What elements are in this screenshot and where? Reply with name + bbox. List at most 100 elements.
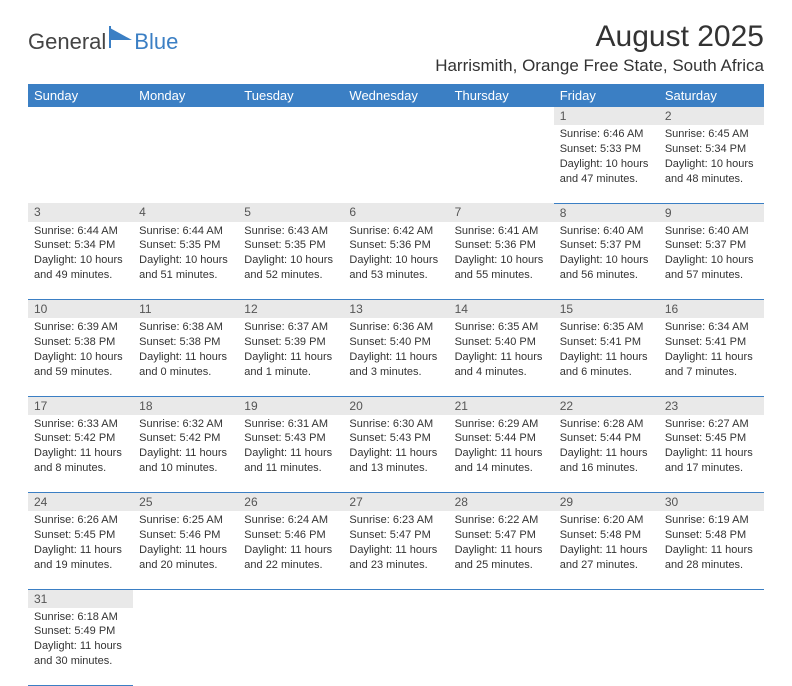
day-cell: Sunrise: 6:23 AMSunset: 5:47 PMDaylight:… — [343, 511, 448, 589]
day-number-cell: 2 — [659, 107, 764, 125]
day-number-cell: 30 — [659, 493, 764, 512]
sunset-text: Sunset: 5:36 PM — [455, 238, 548, 253]
sunset-text: Sunset: 5:46 PM — [139, 528, 232, 543]
day-cell: Sunrise: 6:36 AMSunset: 5:40 PMDaylight:… — [343, 318, 448, 396]
sunset-text: Sunset: 5:42 PM — [139, 431, 232, 446]
day-number-cell: 19 — [238, 396, 343, 415]
day-cell: Sunrise: 6:41 AMSunset: 5:36 PMDaylight:… — [449, 222, 554, 300]
day-cell: Sunrise: 6:33 AMSunset: 5:42 PMDaylight:… — [28, 415, 133, 493]
day-cell — [659, 608, 764, 686]
sunset-text: Sunset: 5:47 PM — [349, 528, 442, 543]
sunset-text: Sunset: 5:43 PM — [349, 431, 442, 446]
day-number-cell: 22 — [554, 396, 659, 415]
daylight-text: Daylight: 11 hours and 19 minutes. — [34, 543, 127, 573]
sunset-text: Sunset: 5:37 PM — [560, 238, 653, 253]
day-header: Tuesday — [238, 84, 343, 107]
sunrise-text: Sunrise: 6:37 AM — [244, 320, 337, 335]
day-number-cell: 31 — [28, 589, 133, 608]
day-content-row: Sunrise: 6:18 AMSunset: 5:49 PMDaylight:… — [28, 608, 764, 686]
sunset-text: Sunset: 5:48 PM — [560, 528, 653, 543]
day-number-cell: 7 — [449, 203, 554, 222]
day-number-cell — [238, 589, 343, 608]
day-cell-body: Sunrise: 6:33 AMSunset: 5:42 PMDaylight:… — [28, 415, 133, 480]
sunrise-text: Sunrise: 6:39 AM — [34, 320, 127, 335]
sunrise-text: Sunrise: 6:35 AM — [455, 320, 548, 335]
day-number-cell: 16 — [659, 300, 764, 319]
daylight-text: Daylight: 11 hours and 17 minutes. — [665, 446, 758, 476]
day-cell-body: Sunrise: 6:30 AMSunset: 5:43 PMDaylight:… — [343, 415, 448, 480]
day-cell: Sunrise: 6:38 AMSunset: 5:38 PMDaylight:… — [133, 318, 238, 396]
sunset-text: Sunset: 5:36 PM — [349, 238, 442, 253]
day-cell-body: Sunrise: 6:23 AMSunset: 5:47 PMDaylight:… — [343, 511, 448, 576]
day-number-cell: 12 — [238, 300, 343, 319]
sunrise-text: Sunrise: 6:20 AM — [560, 513, 653, 528]
day-number-cell — [28, 107, 133, 125]
day-cell-body: Sunrise: 6:34 AMSunset: 5:41 PMDaylight:… — [659, 318, 764, 383]
sunrise-text: Sunrise: 6:24 AM — [244, 513, 337, 528]
sunset-text: Sunset: 5:40 PM — [349, 335, 442, 350]
day-cell: Sunrise: 6:34 AMSunset: 5:41 PMDaylight:… — [659, 318, 764, 396]
day-cell — [554, 608, 659, 686]
sunset-text: Sunset: 5:33 PM — [560, 142, 653, 157]
day-cell: Sunrise: 6:26 AMSunset: 5:45 PMDaylight:… — [28, 511, 133, 589]
day-cell: Sunrise: 6:46 AMSunset: 5:33 PMDaylight:… — [554, 125, 659, 203]
day-cell: Sunrise: 6:30 AMSunset: 5:43 PMDaylight:… — [343, 415, 448, 493]
day-number-cell: 11 — [133, 300, 238, 319]
day-cell-body: Sunrise: 6:42 AMSunset: 5:36 PMDaylight:… — [343, 222, 448, 287]
sunset-text: Sunset: 5:41 PM — [560, 335, 653, 350]
sunset-text: Sunset: 5:39 PM — [244, 335, 337, 350]
day-header: Wednesday — [343, 84, 448, 107]
sunrise-text: Sunrise: 6:29 AM — [455, 417, 548, 432]
daylight-text: Daylight: 11 hours and 20 minutes. — [139, 543, 232, 573]
day-cell-body: Sunrise: 6:32 AMSunset: 5:42 PMDaylight:… — [133, 415, 238, 480]
day-cell: Sunrise: 6:39 AMSunset: 5:38 PMDaylight:… — [28, 318, 133, 396]
daylight-text: Daylight: 11 hours and 4 minutes. — [455, 350, 548, 380]
daylight-text: Daylight: 10 hours and 56 minutes. — [560, 253, 653, 283]
day-number-cell: 20 — [343, 396, 448, 415]
day-number-cell: 1 — [554, 107, 659, 125]
day-number-row: 24252627282930 — [28, 493, 764, 512]
sunset-text: Sunset: 5:45 PM — [665, 431, 758, 446]
sunset-text: Sunset: 5:42 PM — [34, 431, 127, 446]
day-cell-body: Sunrise: 6:26 AMSunset: 5:45 PMDaylight:… — [28, 511, 133, 576]
day-cell — [449, 608, 554, 686]
day-number-row: 3456789 — [28, 203, 764, 222]
daylight-text: Daylight: 11 hours and 25 minutes. — [455, 543, 548, 573]
sunset-text: Sunset: 5:35 PM — [139, 238, 232, 253]
daylight-text: Daylight: 10 hours and 55 minutes. — [455, 253, 548, 283]
day-number-cell: 26 — [238, 493, 343, 512]
sunrise-text: Sunrise: 6:25 AM — [139, 513, 232, 528]
daylight-text: Daylight: 11 hours and 13 minutes. — [349, 446, 442, 476]
logo: General Blue — [28, 26, 178, 58]
day-number-cell: 8 — [554, 203, 659, 222]
day-cell-body: Sunrise: 6:25 AMSunset: 5:46 PMDaylight:… — [133, 511, 238, 576]
sunrise-text: Sunrise: 6:32 AM — [139, 417, 232, 432]
day-number-row: 17181920212223 — [28, 396, 764, 415]
day-cell-body: Sunrise: 6:38 AMSunset: 5:38 PMDaylight:… — [133, 318, 238, 383]
day-number-cell — [133, 107, 238, 125]
day-number-cell — [449, 107, 554, 125]
day-cell: Sunrise: 6:40 AMSunset: 5:37 PMDaylight:… — [659, 222, 764, 300]
day-cell-body: Sunrise: 6:40 AMSunset: 5:37 PMDaylight:… — [554, 222, 659, 287]
day-number-cell: 14 — [449, 300, 554, 319]
day-number-cell: 5 — [238, 203, 343, 222]
sunrise-text: Sunrise: 6:27 AM — [665, 417, 758, 432]
day-cell: Sunrise: 6:35 AMSunset: 5:40 PMDaylight:… — [449, 318, 554, 396]
day-number-cell — [449, 589, 554, 608]
daylight-text: Daylight: 11 hours and 6 minutes. — [560, 350, 653, 380]
day-number-cell — [659, 589, 764, 608]
day-cell — [133, 125, 238, 203]
sunset-text: Sunset: 5:49 PM — [34, 624, 127, 639]
day-cell-body: Sunrise: 6:35 AMSunset: 5:40 PMDaylight:… — [449, 318, 554, 383]
daylight-text: Daylight: 10 hours and 51 minutes. — [139, 253, 232, 283]
sunset-text: Sunset: 5:35 PM — [244, 238, 337, 253]
daylight-text: Daylight: 11 hours and 3 minutes. — [349, 350, 442, 380]
day-content-row: Sunrise: 6:26 AMSunset: 5:45 PMDaylight:… — [28, 511, 764, 589]
day-number-cell: 13 — [343, 300, 448, 319]
daylight-text: Daylight: 11 hours and 23 minutes. — [349, 543, 442, 573]
daylight-text: Daylight: 11 hours and 22 minutes. — [244, 543, 337, 573]
sunrise-text: Sunrise: 6:45 AM — [665, 127, 758, 142]
day-cell-body: Sunrise: 6:35 AMSunset: 5:41 PMDaylight:… — [554, 318, 659, 383]
sunset-text: Sunset: 5:44 PM — [455, 431, 548, 446]
sunrise-text: Sunrise: 6:34 AM — [665, 320, 758, 335]
